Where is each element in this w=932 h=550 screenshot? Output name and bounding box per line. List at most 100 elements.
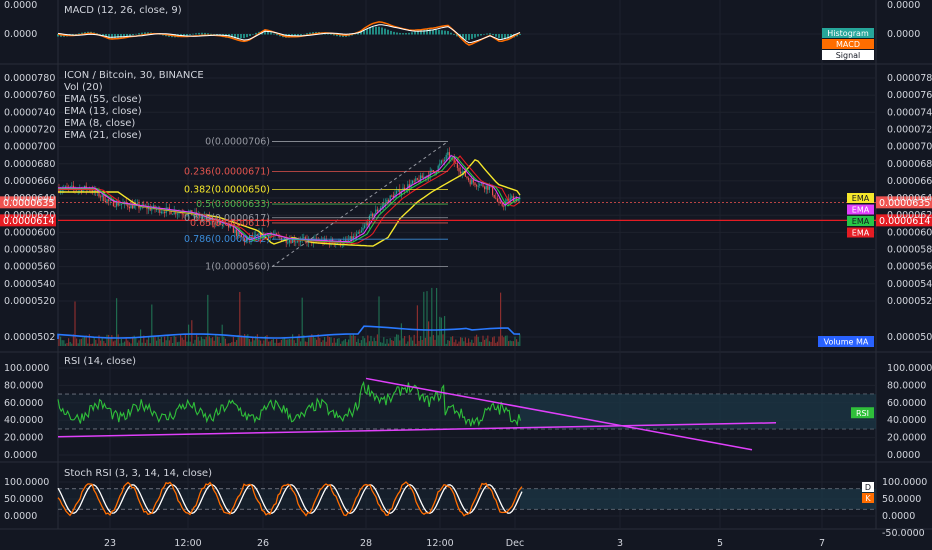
- macd-histogram-bar: [507, 34, 509, 40]
- rsi-tick-left: 0.0000: [4, 450, 37, 461]
- volume-bar: [344, 338, 346, 346]
- macd-histogram-bar: [429, 29, 431, 35]
- macd-histogram-bar: [144, 32, 146, 35]
- volume-bar: [237, 335, 239, 346]
- candle-body: [384, 202, 386, 204]
- macd-title: MACD (12, 26, close, 9): [64, 5, 182, 16]
- macd-histogram-bar: [492, 34, 494, 36]
- macd-histogram-bar: [204, 32, 206, 35]
- rsi-tag-text: RSI: [856, 409, 869, 418]
- volume-bar: [500, 292, 502, 346]
- volume-bar: [264, 336, 266, 346]
- volume-bar: [482, 335, 484, 346]
- volume-bar: [493, 336, 495, 346]
- volume-bar: [516, 339, 518, 346]
- volume-bar: [447, 340, 449, 346]
- volume-bar: [420, 336, 422, 346]
- macd-histogram-bar: [141, 32, 143, 35]
- volume-bar: [348, 339, 350, 346]
- candle-body: [199, 214, 201, 218]
- macd-histogram-bar: [483, 34, 485, 35]
- volume-bar: [260, 340, 262, 346]
- volume-bar: [215, 334, 217, 346]
- macd-legend-tag: [822, 39, 874, 49]
- candle-body: [415, 178, 417, 182]
- volume-bar: [74, 301, 76, 346]
- candle-body: [292, 238, 294, 243]
- volume-bar: [404, 336, 406, 346]
- volume-bar: [213, 340, 215, 346]
- volume-bar: [343, 340, 345, 346]
- candle-body: [229, 224, 231, 228]
- volume-bar: [317, 334, 319, 346]
- volume-bar: [309, 336, 311, 346]
- volume-bar: [311, 334, 313, 346]
- fib-level-label: 1(0.0000560): [205, 262, 270, 273]
- macd-histogram-bar: [333, 34, 335, 36]
- macd-histogram-bar: [363, 29, 365, 35]
- macd-histogram-bar: [402, 33, 404, 35]
- volume-bar: [292, 334, 294, 346]
- volume-bar: [428, 321, 430, 346]
- volume-bar: [144, 342, 146, 346]
- volume-bar: [324, 337, 326, 346]
- volume-bar: [231, 342, 233, 346]
- candle-body: [184, 215, 186, 216]
- volume-bar: [474, 336, 476, 346]
- volume-bar: [258, 339, 260, 346]
- macd-histogram-bar: [498, 34, 500, 39]
- macd-histogram-bar: [435, 29, 437, 35]
- volume-bar: [444, 316, 446, 346]
- candle-body: [460, 171, 462, 174]
- volume-bar: [160, 336, 162, 346]
- macd-histogram-bar: [108, 34, 110, 39]
- candle-body: [213, 223, 215, 225]
- candle-body: [479, 183, 481, 186]
- macd-histogram-bar: [408, 32, 410, 35]
- volume-bar: [135, 337, 137, 346]
- macd-histogram-bar: [120, 34, 122, 39]
- candle-body: [61, 189, 63, 191]
- macd-histogram-bar: [240, 34, 242, 39]
- price-tick-left: 0.0000740: [4, 107, 55, 118]
- macd-histogram-bar: [330, 34, 332, 35]
- volume-bar: [477, 336, 479, 346]
- candle-body: [101, 194, 103, 198]
- candle-body: [103, 194, 105, 201]
- candle-body: [170, 210, 172, 215]
- volume-bar: [514, 336, 516, 346]
- price-tick-right: 0.0000700: [887, 142, 932, 153]
- candle-body: [388, 199, 390, 203]
- candle-body: [336, 242, 338, 244]
- candle-body: [205, 215, 207, 220]
- volume-bar: [333, 338, 335, 346]
- volume-bar: [458, 341, 460, 346]
- candle-body: [151, 208, 153, 211]
- volume-bar: [120, 338, 122, 346]
- volume-bar: [295, 342, 297, 346]
- volume-bar: [432, 335, 434, 346]
- volume-bar: [376, 334, 378, 346]
- candle-body: [482, 183, 484, 187]
- volume-bar: [152, 335, 154, 346]
- volume-bar: [189, 341, 191, 346]
- candle-body: [303, 237, 305, 239]
- candle-body: [167, 207, 169, 209]
- candle-body: [445, 154, 447, 160]
- volume-bar: [269, 341, 271, 346]
- volume-bar: [125, 337, 127, 346]
- volume-bar: [279, 342, 281, 346]
- time-label: 3: [617, 538, 623, 549]
- volume-bar: [178, 341, 180, 346]
- macd-histogram-bar: [129, 34, 131, 36]
- candle-body: [173, 210, 175, 214]
- candle-body: [405, 189, 407, 191]
- volume-bar: [58, 335, 60, 346]
- macd-histogram-bar: [519, 34, 521, 36]
- volume-bar: [346, 342, 348, 346]
- candle-body: [176, 213, 178, 215]
- volume-bar: [255, 335, 257, 346]
- volume-bar: [116, 298, 118, 346]
- rsi-tick-left: 40.0000: [4, 415, 43, 426]
